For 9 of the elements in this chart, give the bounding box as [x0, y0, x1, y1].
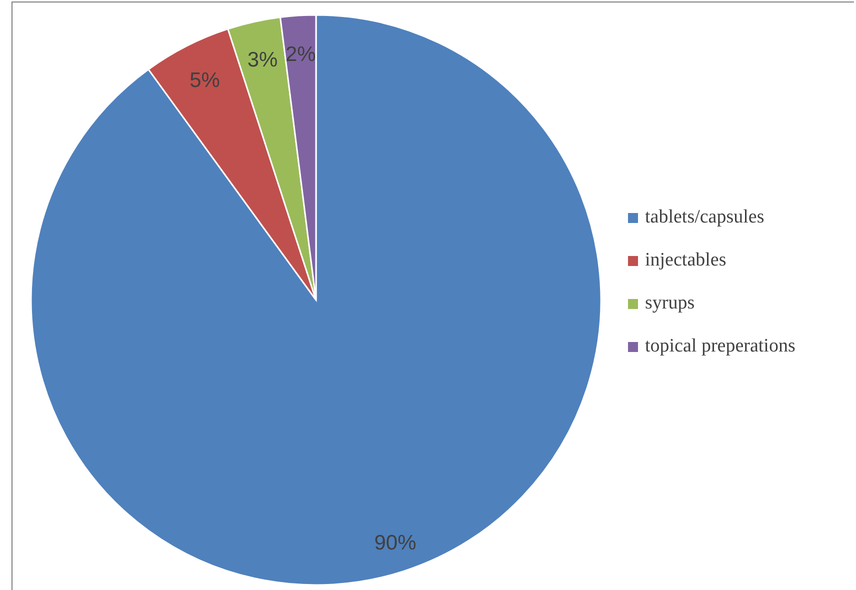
data-label: 3% — [247, 48, 278, 72]
pie-slice — [30, 14, 602, 586]
legend-label: tablets/capsules — [645, 206, 764, 228]
data-label: 90% — [374, 531, 416, 554]
data-label: 2% — [285, 42, 316, 66]
data-label: 5% — [190, 69, 220, 92]
legend-label: injectables — [645, 249, 726, 270]
legend-label: syrups — [645, 292, 695, 314]
legend-label: topical preperations — [645, 335, 796, 356]
